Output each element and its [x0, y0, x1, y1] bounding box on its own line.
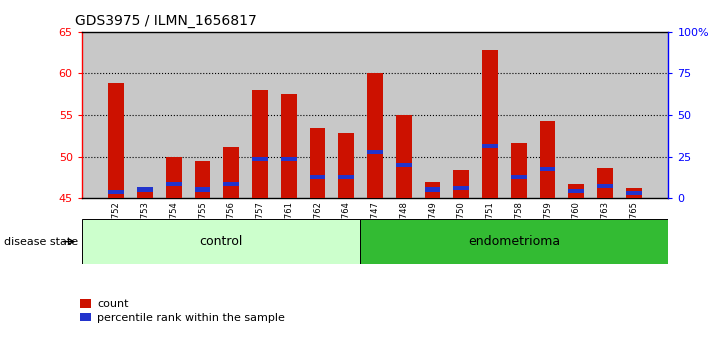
- Bar: [108, 190, 124, 194]
- Bar: [482, 50, 498, 198]
- Bar: [310, 175, 326, 179]
- Bar: [137, 188, 153, 198]
- Text: disease state: disease state: [4, 236, 77, 247]
- Text: GDS3975 / ILMN_1656817: GDS3975 / ILMN_1656817: [75, 14, 257, 28]
- Bar: [166, 182, 182, 186]
- Bar: [568, 189, 584, 193]
- Bar: [424, 182, 440, 198]
- Bar: [424, 187, 440, 192]
- Bar: [626, 191, 642, 195]
- Bar: [454, 170, 469, 198]
- Bar: [597, 184, 613, 188]
- Bar: [540, 121, 555, 198]
- Text: endometrioma: endometrioma: [468, 235, 560, 248]
- Bar: [338, 175, 354, 179]
- Bar: [137, 187, 153, 192]
- Bar: [482, 144, 498, 148]
- Legend: count, percentile rank within the sample: count, percentile rank within the sample: [80, 299, 284, 323]
- Bar: [597, 168, 613, 198]
- Bar: [281, 94, 296, 198]
- Bar: [252, 90, 268, 198]
- Bar: [511, 175, 527, 179]
- Bar: [367, 150, 383, 154]
- Bar: [511, 143, 527, 198]
- Bar: [626, 188, 642, 198]
- Bar: [195, 187, 210, 192]
- Bar: [195, 161, 210, 198]
- Bar: [82, 219, 360, 264]
- Bar: [252, 156, 268, 161]
- Bar: [360, 219, 668, 264]
- Bar: [568, 184, 584, 198]
- Bar: [396, 163, 412, 167]
- Bar: [367, 73, 383, 198]
- Bar: [396, 115, 412, 198]
- Bar: [454, 186, 469, 190]
- Bar: [223, 182, 239, 186]
- Bar: [310, 127, 326, 198]
- Bar: [281, 156, 296, 161]
- Bar: [108, 84, 124, 198]
- Text: control: control: [199, 235, 242, 248]
- Bar: [540, 167, 555, 171]
- Bar: [166, 156, 182, 198]
- Bar: [223, 147, 239, 198]
- Bar: [338, 133, 354, 198]
